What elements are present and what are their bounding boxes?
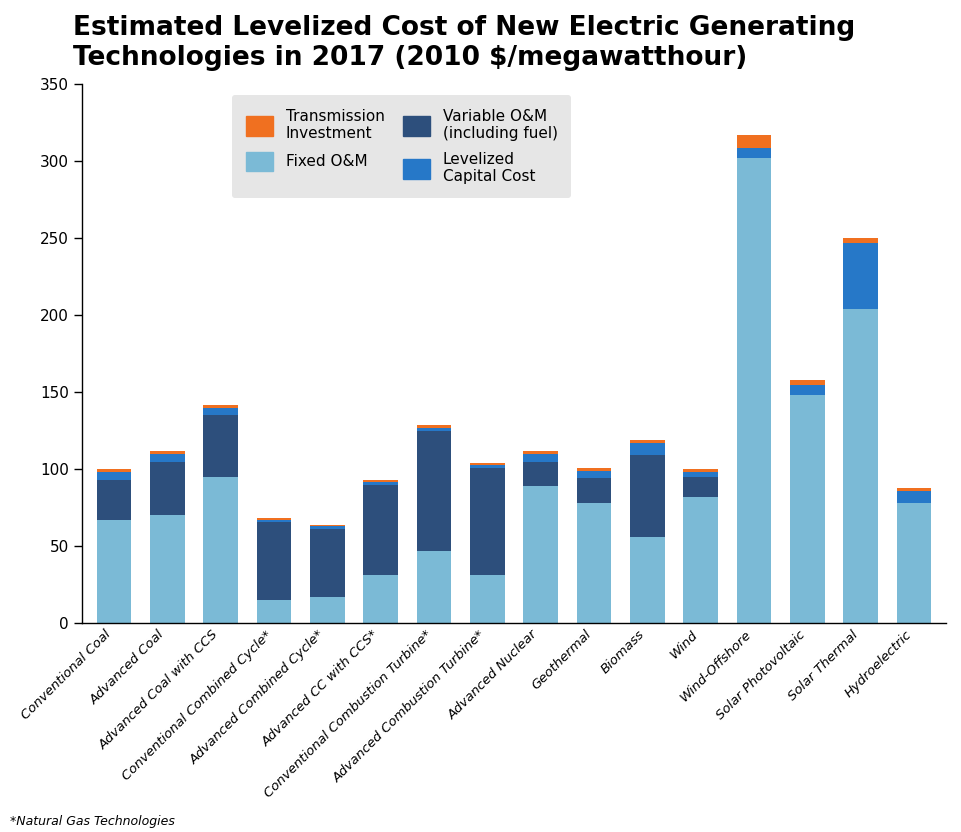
Bar bbox=[257, 522, 291, 600]
Bar bbox=[630, 537, 665, 623]
Bar bbox=[203, 415, 238, 477]
Bar bbox=[470, 464, 505, 468]
Bar bbox=[790, 384, 825, 395]
Bar bbox=[844, 243, 878, 310]
Bar bbox=[470, 463, 505, 464]
Bar bbox=[96, 480, 132, 520]
Bar bbox=[363, 484, 398, 576]
Bar bbox=[470, 468, 505, 576]
Bar bbox=[150, 453, 185, 462]
Bar bbox=[363, 576, 398, 623]
Bar bbox=[363, 480, 398, 482]
Bar bbox=[417, 424, 452, 428]
Bar bbox=[257, 600, 291, 623]
Bar bbox=[524, 453, 558, 462]
Bar bbox=[630, 455, 665, 537]
Bar bbox=[524, 451, 558, 453]
Bar bbox=[96, 473, 132, 480]
Bar bbox=[737, 136, 772, 147]
Bar bbox=[683, 469, 718, 473]
Legend: Transmission
Investment, Fixed O&M, Variable O&M
(including fuel), Levelized
Cap: Transmission Investment, Fixed O&M, Vari… bbox=[233, 95, 571, 198]
Bar bbox=[310, 526, 345, 529]
Bar bbox=[203, 408, 238, 415]
Bar bbox=[683, 497, 718, 623]
Bar bbox=[257, 520, 291, 522]
Bar bbox=[150, 462, 185, 515]
Bar bbox=[417, 431, 452, 551]
Bar bbox=[417, 428, 452, 431]
Bar bbox=[310, 597, 345, 623]
Bar bbox=[577, 503, 611, 623]
Bar bbox=[363, 482, 398, 484]
Text: Estimated Levelized Cost of New Electric Generating
Technologies in 2017 (2010 $: Estimated Levelized Cost of New Electric… bbox=[73, 15, 855, 71]
Bar bbox=[150, 515, 185, 623]
Bar bbox=[683, 477, 718, 497]
Bar bbox=[897, 488, 931, 491]
Bar bbox=[150, 451, 185, 453]
Bar bbox=[310, 525, 345, 526]
Bar bbox=[737, 147, 772, 158]
Bar bbox=[897, 503, 931, 623]
Bar bbox=[577, 471, 611, 478]
Bar bbox=[790, 380, 825, 384]
Bar bbox=[683, 473, 718, 477]
Bar bbox=[844, 238, 878, 243]
Bar bbox=[897, 491, 931, 503]
Bar bbox=[577, 468, 611, 471]
Bar bbox=[470, 576, 505, 623]
Bar bbox=[310, 529, 345, 597]
Bar bbox=[737, 158, 772, 623]
Bar bbox=[257, 518, 291, 520]
Bar bbox=[203, 404, 238, 408]
Bar bbox=[844, 310, 878, 623]
Bar bbox=[577, 478, 611, 503]
Bar bbox=[524, 462, 558, 486]
Bar bbox=[790, 395, 825, 623]
Text: *Natural Gas Technologies: *Natural Gas Technologies bbox=[10, 815, 175, 828]
Bar bbox=[630, 443, 665, 455]
Bar bbox=[96, 469, 132, 473]
Bar bbox=[630, 440, 665, 443]
Bar bbox=[96, 520, 132, 623]
Bar bbox=[417, 551, 452, 623]
Bar bbox=[203, 477, 238, 623]
Bar bbox=[524, 486, 558, 623]
